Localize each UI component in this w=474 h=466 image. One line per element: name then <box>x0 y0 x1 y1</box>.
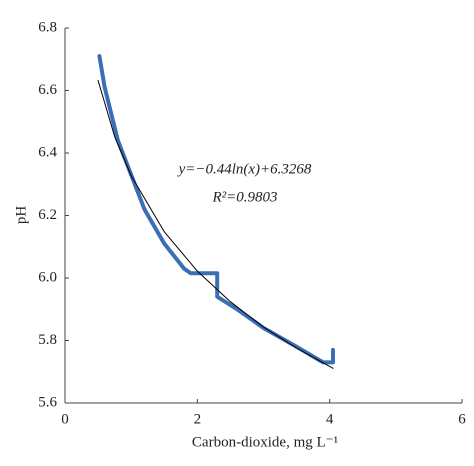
r-squared: R²=0.9803 <box>211 189 277 205</box>
x-tick-label: 6 <box>458 411 466 427</box>
y-tick-label: 6.0 <box>38 269 57 285</box>
y-tick-label: 5.6 <box>38 394 57 410</box>
x-tick-label: 4 <box>326 411 334 427</box>
y-tick-label: 6.6 <box>38 82 57 98</box>
y-tick-label: 5.8 <box>38 332 57 348</box>
x-axis-label: Carbon-dioxide, mg L⁻¹ <box>192 434 338 450</box>
y-axis-label: pH <box>13 206 29 225</box>
x-tick-label: 0 <box>61 411 69 427</box>
y-tick-label: 6.4 <box>38 144 57 160</box>
equation: y=−0.44ln(x)+6.3268 <box>177 161 312 177</box>
series-line <box>97 54 335 365</box>
y-tick-label: 6.8 <box>38 19 57 35</box>
y-tick-label: 6.2 <box>38 207 57 223</box>
x-tick-label: 2 <box>194 411 202 427</box>
series-line <box>97 80 334 369</box>
